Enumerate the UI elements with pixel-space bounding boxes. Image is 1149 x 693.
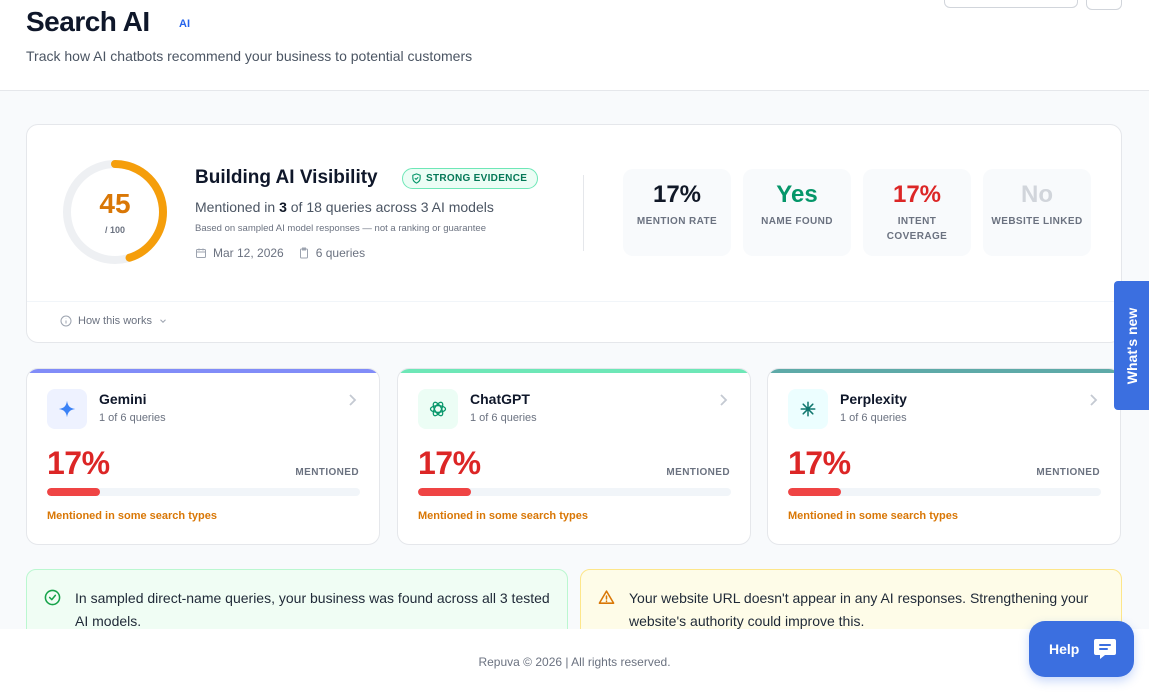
chevron-right-icon [349,394,357,406]
mention-progress-fill [47,488,101,496]
model-accent-bar [27,369,379,373]
mention-suffix: of 18 queries across 3 AI models [286,199,494,215]
mention-progress-bar [788,488,1101,496]
warning-triangle-icon [598,590,615,604]
model-note: Mentioned in some search types [788,510,958,522]
how-this-works-label: How this works [78,315,152,327]
asterisk-icon [788,389,828,429]
model-mention-percent: 17% [418,445,481,481]
summary-meta: Mar 12, 2026 6 queries [195,246,365,260]
score-value: 45 [99,188,131,219]
metric-label: NAME FOUND [761,216,833,227]
ai-badge: AI [179,18,190,30]
metric-mention-rate: 17% MENTION RATE [623,169,731,256]
model-card-chatgpt[interactable]: ChatGPT 1 of 6 queries 17% MENTIONED Men… [397,368,751,545]
whats-new-tab[interactable]: What's new [1114,281,1149,410]
model-note: Mentioned in some search types [418,510,588,522]
help-label: Help [1049,641,1080,657]
mention-count: 3 [279,199,287,215]
visibility-summary-card: 45 / 100 Building AI Visibility STRONG E… [26,124,1122,343]
model-name: Perplexity [840,391,907,407]
shield-check-icon [412,173,421,184]
model-name: ChatGPT [470,391,530,407]
mention-progress-bar [47,488,360,496]
whats-new-label: What's new [1124,307,1140,384]
summary-divider [583,175,584,251]
run-date: Mar 12, 2026 [213,246,284,260]
visibility-title: Building AI Visibility [195,167,378,188]
model-query-count: 1 of 6 queries [99,412,166,424]
metric-value: 17% [892,181,942,208]
page-footer: Repuva © 2026 | All rights reserved. [0,629,1149,693]
metric-label: INTENT COVERAGE [886,216,948,242]
model-accent-bar [768,369,1120,373]
model-card-perplexity[interactable]: Perplexity 1 of 6 queries 17% MENTIONED … [767,368,1121,545]
model-name: Gemini [99,391,147,407]
chevron-right-icon [1090,394,1098,406]
footer-copyright: Repuva © 2026 | All rights reserved. [478,655,671,669]
model-status: MENTIONED [295,467,359,478]
calendar-icon [196,248,206,258]
mention-progress-fill [788,488,842,496]
model-accent-bar [398,369,750,373]
model-query-count: 1 of 6 queries [470,412,537,424]
chevron-down-icon [160,319,166,323]
mention-summary: Mentioned in 3 of 18 queries across 3 AI… [195,199,494,215]
mention-progress-bar [418,488,731,496]
openai-icon [418,389,458,429]
success-banner-text: In sampled direct-name queries, your bus… [75,590,550,629]
metric-name-found: Yes NAME FOUND [743,169,851,256]
header-menu-button[interactable] [1086,0,1122,10]
model-query-count: 1 of 6 queries [840,412,907,424]
clipboard-icon [299,247,308,259]
evidence-badge-label: STRONG EVIDENCE [426,173,528,184]
check-circle-icon [44,589,61,606]
info-icon [60,315,72,327]
metric-value: No [1021,181,1053,208]
mention-progress-fill [418,488,472,496]
sparkle-icon [47,389,87,429]
chevron-right-icon [720,394,728,406]
model-mention-percent: 17% [788,445,851,481]
metric-label: MENTION RATE [636,216,718,227]
score-gauge-arc [63,160,167,264]
score-gauge [63,160,167,264]
query-count: 6 queries [315,246,366,260]
metric-label: WEBSITE LINKED [991,216,1083,227]
model-status: MENTIONED [666,467,730,478]
metric-website-linked: No WEBSITE LINKED [983,169,1091,256]
evidence-badge: STRONG EVIDENCE [402,168,539,189]
metric-value: Yes [776,181,818,208]
basis-note: Based on sampled AI model responses — no… [195,223,486,234]
warning-banner-text: Your website URL doesn't appear in any A… [629,590,1089,629]
model-card-gemini[interactable]: Gemini 1 of 6 queries 17% MENTIONED Ment… [26,368,380,545]
chat-icon [1094,639,1117,659]
page-header: Search AI AI Track how AI chatbots recom… [0,0,1149,91]
model-note: Mentioned in some search types [47,510,217,522]
mention-prefix: Mentioned in [195,199,280,215]
header-select-button[interactable] [944,0,1078,8]
model-mention-percent: 17% [47,445,110,481]
metric-intent-coverage: 17% INTENT COVERAGE [863,169,971,256]
score-max: / 100 [104,225,126,235]
model-status: MENTIONED [1036,467,1100,478]
how-this-works-toggle[interactable]: How this works [60,315,168,327]
page-subtitle: Track how AI chatbots recommend your bus… [26,48,473,64]
help-button[interactable]: Help [1029,621,1134,677]
summary-footer: How this works [27,301,1121,343]
metric-value: 17% [652,181,702,208]
page-title: Search AI [26,6,150,37]
